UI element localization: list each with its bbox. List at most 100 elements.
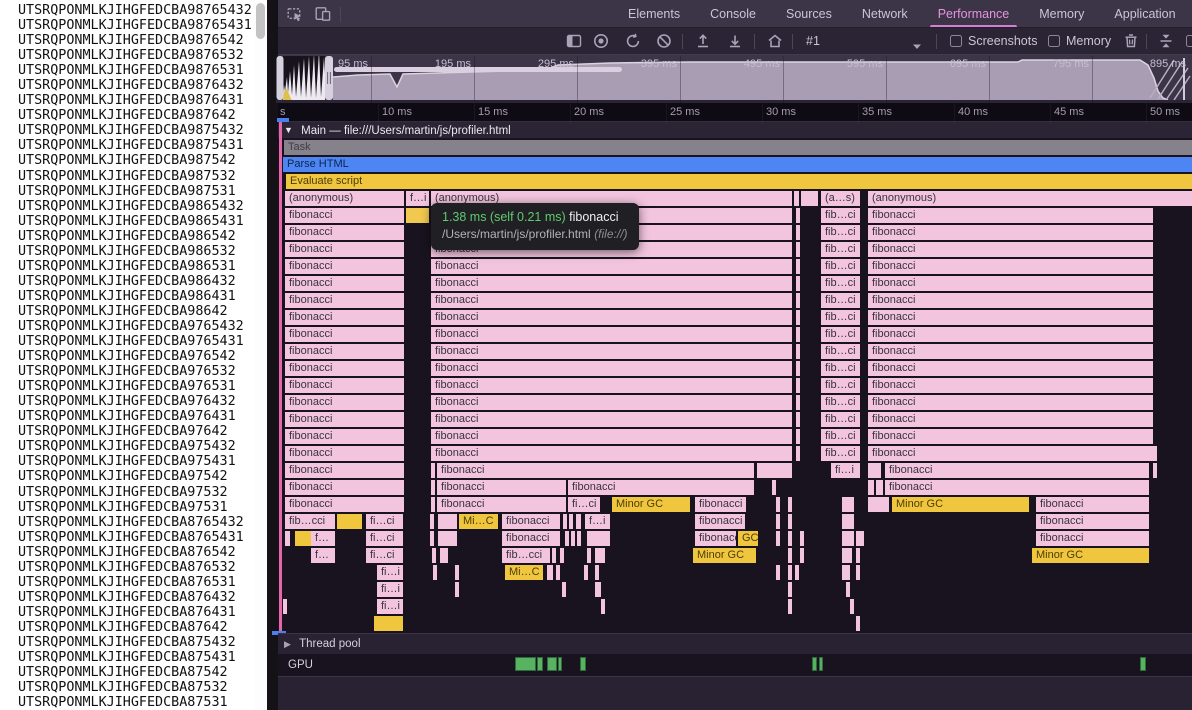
flame-block[interactable] [794,191,799,206]
flame-block[interactable]: fibonacci [695,497,746,512]
tab-elements[interactable]: Elements [628,7,681,21]
flame-block[interactable] [776,497,780,512]
flame-block[interactable]: (a…s) [821,191,860,206]
flame-block[interactable]: GC [738,531,758,546]
flame-block[interactable] [801,191,818,206]
flame-block[interactable]: fi…ci [366,531,403,546]
flame-block[interactable]: fibonacci [868,293,1153,308]
flame-block[interactable] [430,514,434,529]
flame-block[interactable]: fibonacci [285,446,404,461]
memory-checkbox[interactable] [1048,35,1060,47]
flame-block[interactable]: fibonacci [868,327,1153,342]
flame-block[interactable]: fibonacci [285,412,404,427]
flame-block[interactable]: fibonacci [285,293,404,308]
flame-block[interactable]: fibonacci [285,242,404,257]
flame-block[interactable]: fib…ci [821,259,860,274]
flame-block[interactable] [584,565,588,580]
flame-block[interactable] [796,310,800,325]
memory-label[interactable]: Memory [1066,34,1112,48]
flame-block[interactable]: fib…ci [821,310,860,325]
flame-block[interactable]: fibonacci [285,208,404,223]
flame-block[interactable]: fibonacci [868,412,1153,427]
flame-block[interactable]: fib…ci [821,395,860,410]
flame-block[interactable] [569,514,573,529]
flame-block[interactable]: fibonacci [868,361,1153,376]
flame-block[interactable]: fib…ci [821,412,860,427]
flame-block[interactable]: fibonacci [868,310,1153,325]
flame-block[interactable]: fibonacci [285,344,404,359]
flame-block[interactable]: f…i [406,191,429,206]
flame-block[interactable]: Mi…C [505,565,543,580]
flame-block[interactable] [776,514,780,529]
flame-block[interactable]: fibonacci [285,378,404,393]
flame-block[interactable]: Minor GC [612,497,690,512]
clear-icon[interactable] [656,33,672,54]
flame-block[interactable]: fib…cci [285,514,335,529]
flame-block[interactable] [795,565,799,580]
dim-3rd-parties-checkbox[interactable] [1186,35,1192,47]
flame-block[interactable]: fibonacci [885,480,1149,495]
flame-block[interactable]: fib…ci [821,293,860,308]
flame-block[interactable]: fibonacci [431,395,792,410]
flame-block[interactable] [788,548,792,563]
flame-block[interactable] [772,480,776,495]
flame-block[interactable]: fibonacci [431,310,792,325]
flame-block[interactable] [433,565,437,580]
flame-block[interactable]: fi…i [377,599,403,614]
flame-block[interactable] [595,582,601,597]
flame-block[interactable] [796,344,800,359]
flame-block[interactable] [842,548,852,563]
flame-block[interactable]: fibonacci [285,463,404,478]
flame-block[interactable] [788,582,792,597]
flame-block[interactable] [868,480,874,495]
flame-block[interactable]: fibonacci [285,497,404,512]
flame-block[interactable]: fib…ci [821,344,860,359]
flame-block[interactable]: fibonacci [868,344,1153,359]
flame-block[interactable]: fibonacci [1036,497,1149,512]
flame-block[interactable] [431,463,435,478]
screenshots-label[interactable]: Screenshots [968,34,1038,48]
flame-block[interactable]: fibonacci [868,446,1153,461]
flame-block[interactable]: fibonacci [437,463,754,478]
flame-block[interactable]: f…i [585,514,610,529]
flame-block[interactable]: fibonacci [868,259,1153,274]
flame-block[interactable]: fibonacci [868,208,1153,223]
flame-block[interactable]: fib…cci [502,548,550,563]
flame-block[interactable]: fib…ci [821,446,860,461]
flame-block[interactable]: Minor GC [892,497,1029,512]
flame-block[interactable]: fibonacci [868,276,1153,291]
flame-block[interactable]: fibonacci [695,514,745,529]
upload-icon[interactable] [695,33,711,54]
flame-block[interactable] [295,531,312,546]
flame-block[interactable] [587,548,591,563]
flame-block[interactable]: fibonacci [868,378,1153,393]
flame-block[interactable] [565,531,569,546]
page-scrollbar-thumb[interactable] [256,3,265,39]
flame-block[interactable] [796,225,800,240]
flame-block[interactable]: fib…ci [821,242,860,257]
selection-handle-right[interactable] [325,56,333,100]
flame-block[interactable] [842,531,854,546]
flame-block[interactable] [800,548,804,563]
flame-block[interactable] [856,531,864,546]
flame-block[interactable]: fibonacci [568,480,754,495]
flame-block[interactable]: fibonacci [502,514,560,529]
flame-block[interactable] [595,548,605,563]
flame-block[interactable] [601,599,605,614]
selection-handle-left[interactable] [276,56,284,100]
flame-block[interactable] [552,548,556,563]
tab-application[interactable]: Application [1114,7,1176,21]
chevron-down-icon[interactable] [912,38,922,56]
flame-block[interactable] [595,565,599,580]
flame-block[interactable]: fibonacci [1036,514,1149,529]
flame-block[interactable] [796,395,800,410]
flame-block[interactable] [856,565,860,580]
flame-block[interactable]: (anonymous) [285,191,404,206]
flame-block[interactable]: fibonacci [285,225,404,240]
flame-block[interactable] [796,242,800,257]
flame-block[interactable]: fibonacci [431,429,792,444]
flame-block[interactable] [796,378,800,393]
flame-block[interactable] [1153,446,1157,461]
flame-block[interactable]: fibonacci [1036,531,1149,546]
flame-block[interactable]: fib…ci [821,276,860,291]
